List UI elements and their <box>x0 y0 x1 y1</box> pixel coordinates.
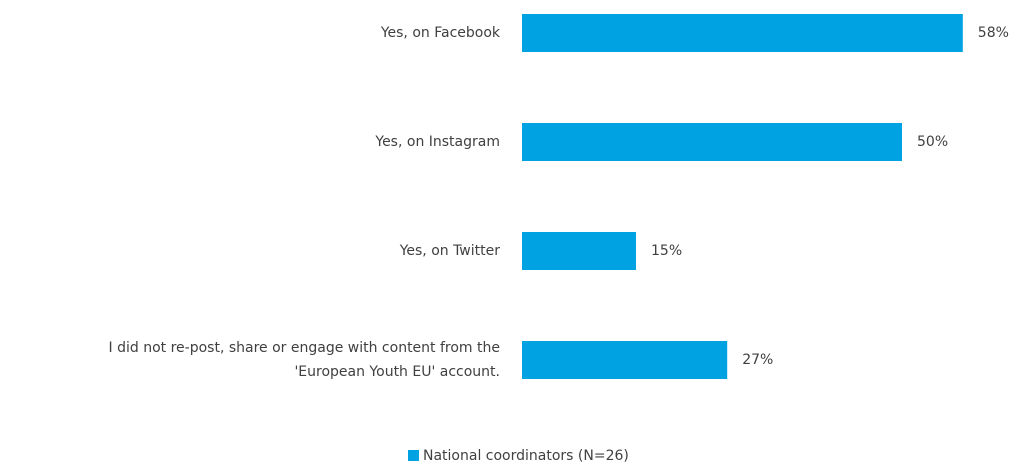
legend-label: National coordinators (N=26) <box>423 448 629 464</box>
category-label: Yes, on Facebook <box>380 25 501 41</box>
bar <box>522 14 963 52</box>
category-label: Yes, on Instagram <box>374 134 500 150</box>
data-label: 50% <box>917 134 948 150</box>
legend-swatch <box>408 450 419 461</box>
category-label: Yes, on Twitter <box>399 243 501 259</box>
bar <box>522 123 902 161</box>
data-label: 27% <box>742 352 773 368</box>
data-label: 58% <box>978 25 1009 41</box>
bar <box>522 232 636 270</box>
data-label: 15% <box>651 243 682 259</box>
bar <box>522 341 728 379</box>
category-label: 'European Youth EU' account. <box>294 364 500 380</box>
legend: National coordinators (N=26) <box>408 448 629 464</box>
category-label: I did not re-post, share or engage with … <box>109 340 500 356</box>
